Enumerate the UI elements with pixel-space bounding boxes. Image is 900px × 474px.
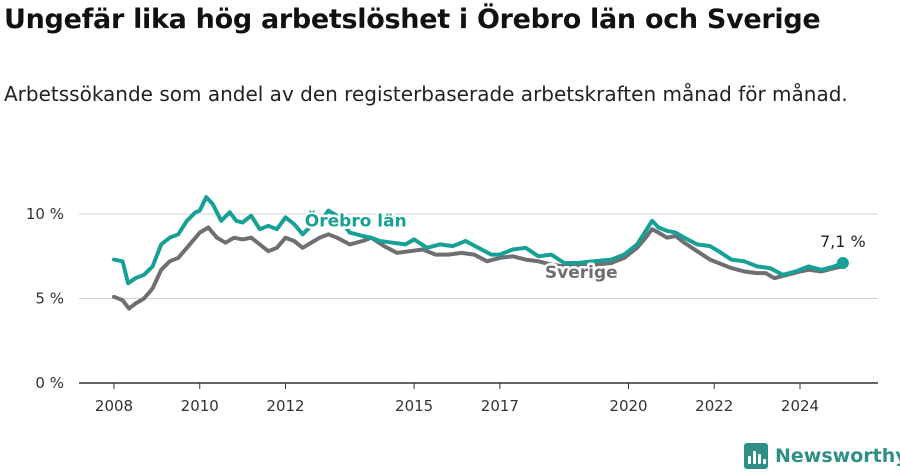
brand-name: Newsworthy [775,445,900,467]
series-line-sverige [112,225,845,311]
x-axis: 2008 2010 2012 2015 2017 2020 2022 2024 [79,382,878,415]
x-tick-label: 2017 [481,397,519,415]
x-tick-label: 2022 [695,397,733,415]
series-line-orebro [112,195,845,286]
x-tick-label: 2015 [395,397,433,415]
y-tick-label: 0 % [35,374,64,392]
x-tick-label: 2010 [181,397,219,415]
x-tick-label: 2012 [266,397,304,415]
series-label-sverige: Sverige [545,263,618,283]
y-tick-label: 5 % [35,290,64,308]
series-labels: Örebro län Sverige 7,1 % [302,207,866,286]
x-tick-label: 2024 [781,397,819,415]
chart-subtitle: Arbetssökande som andel av den registerb… [4,82,848,106]
grid-lines: 0 % 5 % 10 % [26,205,878,392]
y-tick-label: 10 % [26,205,64,223]
series-lines [112,195,849,311]
last-value-dot [836,257,849,270]
last-value-label: 7,1 % [820,232,866,251]
series-label-orebro: Örebro län [305,210,407,232]
newsworthy-logo: Newsworthy [744,441,900,471]
x-tick-label: 2008 [95,397,133,415]
x-tick-label: 2020 [609,397,647,415]
chart-title: Ungefär lika hög arbetslöshet i Örebro l… [4,4,821,35]
bar-chart-icon [744,443,768,469]
